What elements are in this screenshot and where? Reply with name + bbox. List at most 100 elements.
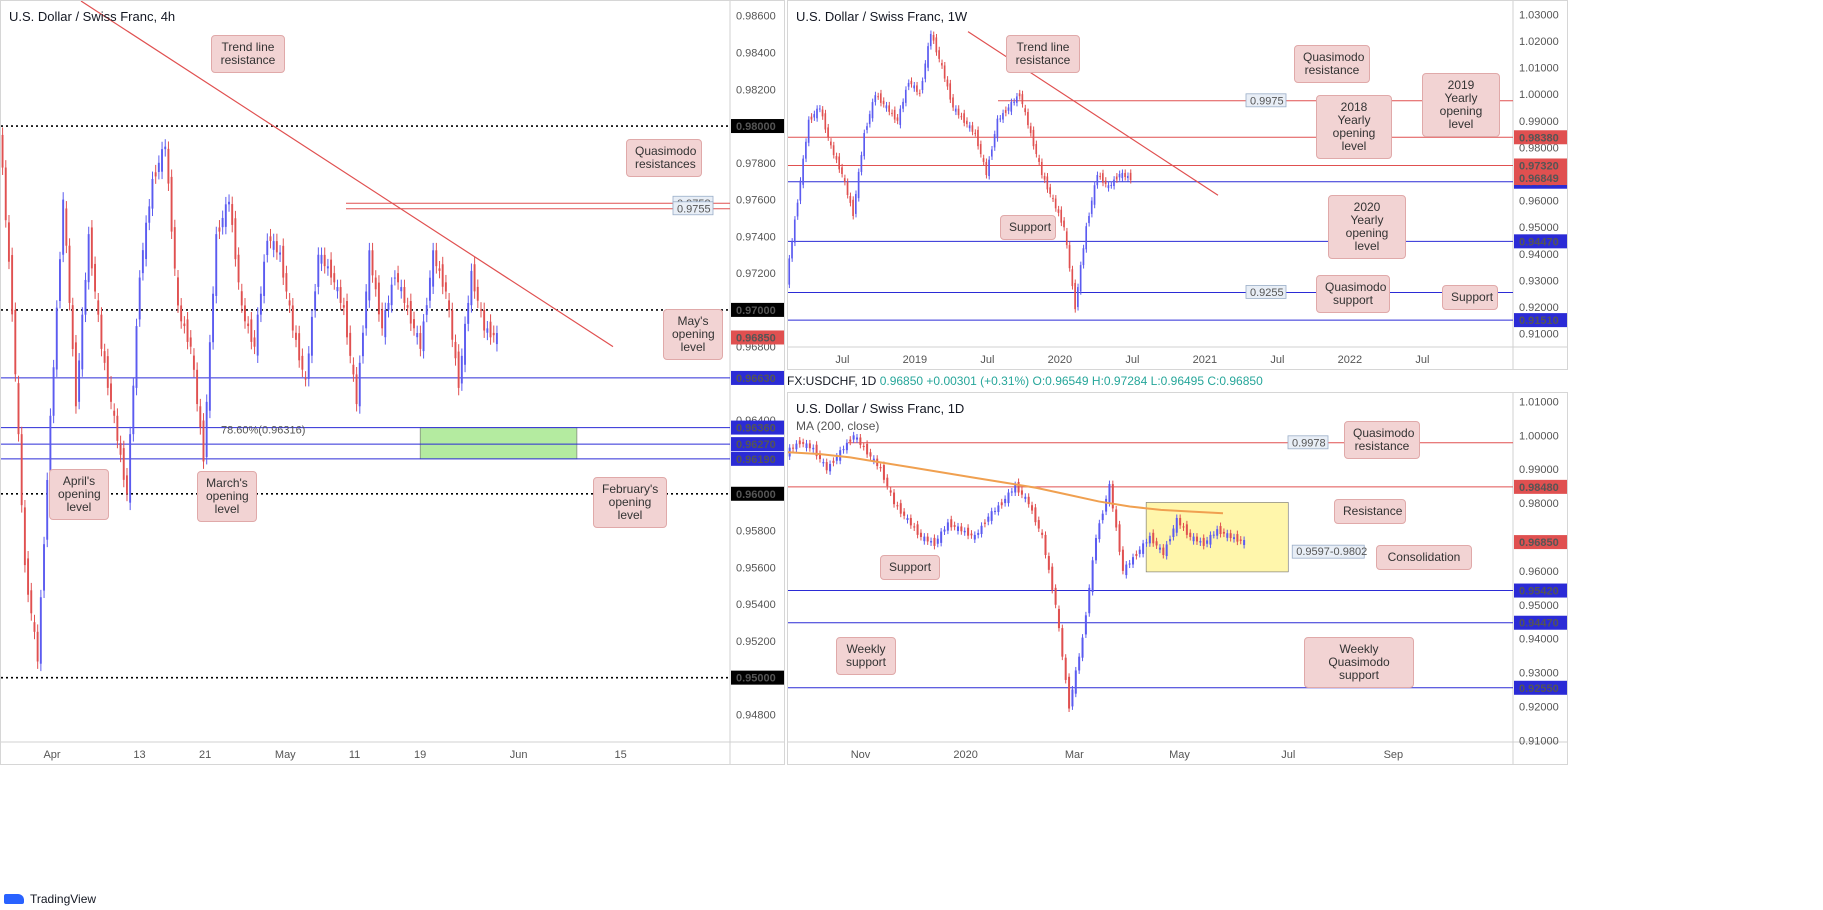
candle-body-13: [43, 544, 45, 591]
candle-body-102: [1132, 557, 1135, 565]
candle-body-54: [938, 50, 940, 59]
candle-body-42: [930, 541, 933, 543]
y-tick-label-0: 1.01000: [1519, 396, 1559, 408]
candle-body-112: [1099, 176, 1101, 178]
y-tick-label-6: 0.94000: [1519, 634, 1559, 646]
candle-body-6: [808, 443, 811, 449]
candle-body-34: [882, 100, 885, 105]
level-tag-bg-1: [1514, 130, 1567, 145]
candle-body-15: [830, 141, 832, 146]
candle-body-64: [205, 401, 208, 457]
candle-body-23: [74, 342, 77, 407]
candle-body-126: [403, 287, 406, 303]
candle-body-120: [1121, 172, 1124, 179]
current-price-bg: [731, 330, 784, 345]
candle-body-148: [473, 264, 476, 292]
current-price-label: 0.96850: [736, 332, 776, 344]
candle-body-52: [963, 530, 966, 533]
y-tick-label-0: 0.98600: [736, 11, 776, 23]
candle-body-67: [215, 234, 218, 296]
candle-body-152: [486, 328, 489, 333]
current-price-label: 0.96849: [1519, 173, 1559, 185]
x-tick-label-3: May: [275, 749, 296, 761]
ohlc-change: +0.00301 (+0.31%): [926, 374, 1030, 388]
candle-body-9: [818, 453, 821, 460]
candle-body-34: [110, 383, 112, 402]
candle-body-100: [1125, 564, 1128, 576]
candle-body-32: [896, 505, 899, 507]
candle-body-114: [1172, 528, 1175, 538]
candle-body-85: [1024, 108, 1026, 113]
candle-body-125: [1209, 534, 1212, 545]
candle-body-70: [224, 204, 227, 227]
candle-body-103: [330, 259, 333, 278]
level-tag-3: 0.95000: [736, 673, 776, 685]
candle-body-99: [1063, 220, 1065, 228]
candle-body-105: [1079, 265, 1082, 292]
candle-body-68: [218, 227, 221, 232]
candle-body-104: [1138, 549, 1141, 554]
candle-body-135: [432, 250, 435, 287]
candle-body-60: [192, 355, 195, 370]
candle-body-36: [116, 415, 119, 441]
y-tick-label-9: 0.91000: [1519, 735, 1559, 747]
y-tick-label-1: 1.00000: [1519, 430, 1559, 442]
chart-1w-panel[interactable]: 1.03000 1.02000 1.01000 1.00000 0.99000 0.980…: [787, 0, 1568, 370]
candle-body-76: [1044, 534, 1047, 555]
candle-body-23: [852, 199, 854, 216]
chart-1d-subtitle: MA (200, close): [796, 419, 880, 433]
candle-body-127: [1216, 529, 1219, 536]
candle-body-7: [23, 507, 26, 566]
candle-body-40: [923, 536, 926, 542]
y-tick-label-9: 0.95800: [736, 526, 776, 538]
candle-body-46: [916, 85, 918, 92]
y-tick-label-10: 0.93000: [1519, 275, 1559, 287]
candle-body-121: [1195, 536, 1198, 542]
candle-body-54: [173, 227, 176, 269]
candle-body-77: [247, 323, 250, 327]
candle-body-115: [1175, 517, 1178, 533]
chart-4h-panel[interactable]: 0.98600 0.98400 0.98200 0.97800 0.97600 0.974…: [0, 0, 785, 765]
candle-body-16: [842, 449, 845, 451]
candle-body-38: [916, 524, 919, 535]
candle-body-109: [1155, 541, 1158, 546]
candle-body-20: [843, 178, 846, 182]
y-tick-label-3: 1.00000: [1519, 89, 1559, 101]
candle-body-154: [492, 332, 495, 336]
candle-body-69: [979, 144, 982, 155]
candle-body-0: [788, 258, 791, 285]
y-tick-label-4: 0.96000: [1519, 566, 1559, 578]
candle-body-115: [368, 250, 371, 301]
callout-trendline-4h: Trend line resistance: [211, 35, 285, 73]
candle-body-95: [304, 378, 307, 380]
candle-body-128: [409, 301, 412, 324]
candle-body-40: [899, 108, 902, 125]
candle-body-72: [231, 204, 234, 225]
candle-body-31: [874, 95, 877, 103]
level-tag-bg-1: [731, 302, 784, 317]
candle-body-42: [904, 89, 907, 103]
level-tag-bg-2: [1514, 583, 1567, 598]
y-tick-label-3: 0.98000: [1519, 498, 1559, 510]
candle-body-138: [441, 264, 444, 287]
candle-body-121: [387, 302, 390, 311]
chart-1d-panel[interactable]: 1.01000 1.00000 0.99000 0.98000 0.96000 0.950…: [787, 392, 1568, 765]
candle-body-103: [1074, 282, 1076, 310]
candle-body-50: [927, 46, 929, 68]
y-tick-label-1: 1.02000: [1519, 36, 1559, 48]
candle-body-43: [907, 82, 910, 87]
candle-body-77: [1047, 556, 1050, 570]
candle-body-147: [470, 270, 473, 306]
candle-body-101: [1128, 563, 1131, 565]
candle-body-34: [903, 511, 906, 516]
tradingview-footer[interactable]: TradingView: [0, 888, 230, 910]
callout-quasimodo-4h: Quasimodo resistances: [626, 139, 702, 177]
candle-body-68: [1017, 481, 1020, 493]
x-tick-label-5: Sep: [1384, 749, 1404, 761]
y-tick-label-5: 0.97400: [736, 231, 776, 243]
candle-body-78: [250, 319, 253, 342]
candle-body-35: [885, 105, 888, 109]
candle-body-65: [968, 125, 971, 129]
y-tick-label-5: 0.95000: [1519, 600, 1559, 612]
candle-body-41: [132, 385, 135, 435]
